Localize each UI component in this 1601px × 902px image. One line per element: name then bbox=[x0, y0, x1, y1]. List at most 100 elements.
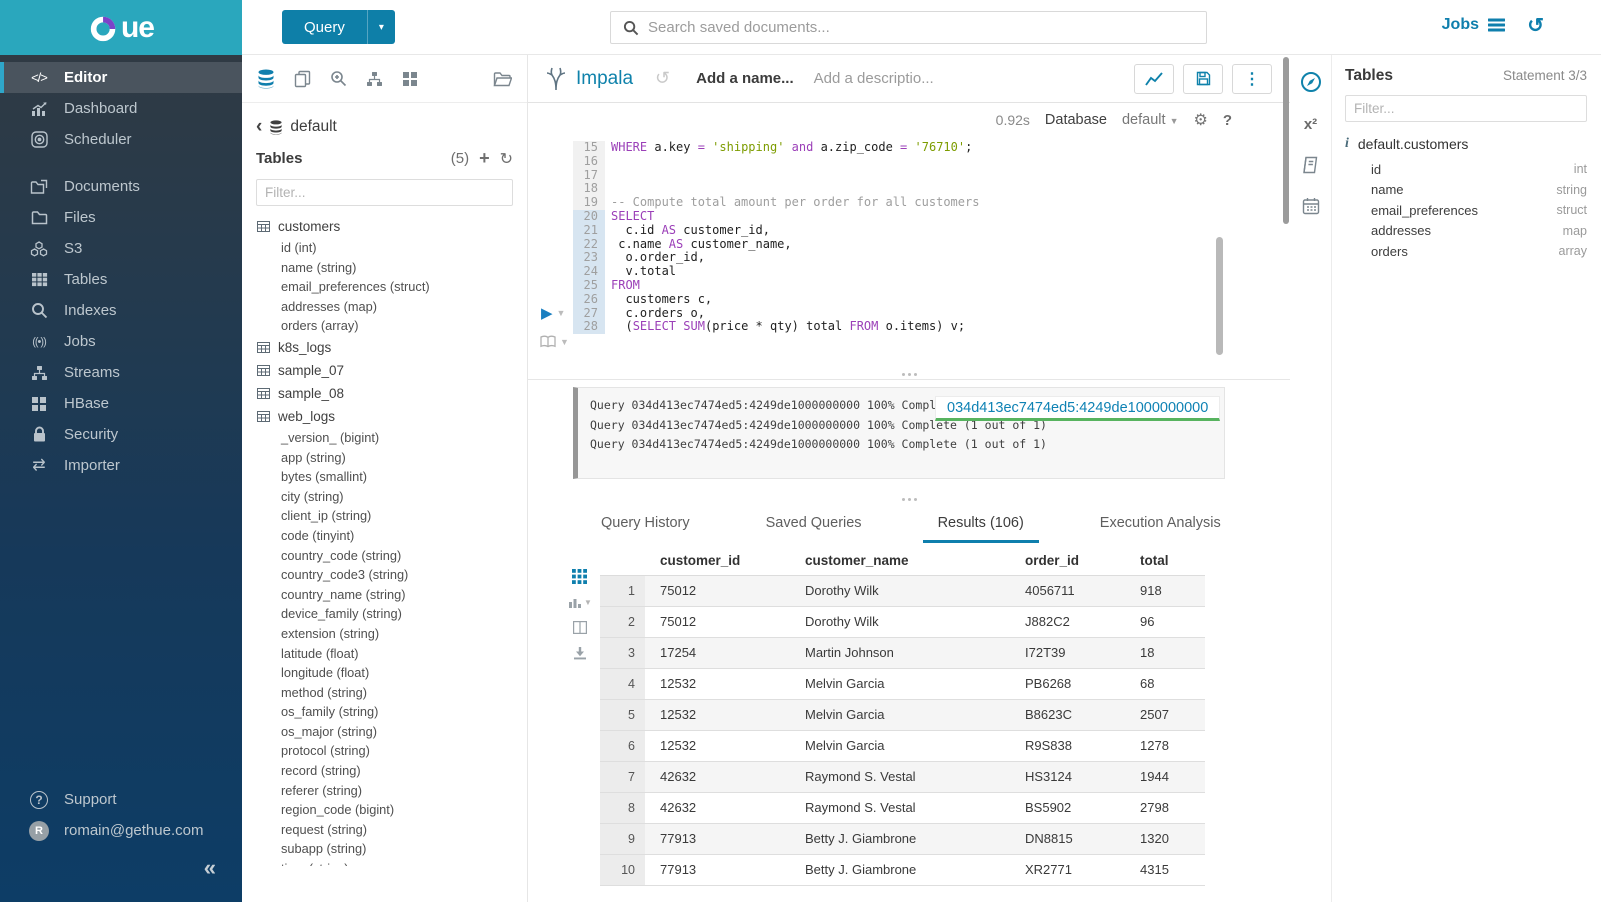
query-id-link[interactable]: 034d413ec7474ed5:4249de1000000000 bbox=[935, 396, 1220, 421]
sidebar-item-support[interactable]: ? Support bbox=[0, 784, 242, 815]
resize-handle[interactable] bbox=[528, 373, 1290, 376]
results-column-header[interactable]: order_id bbox=[1010, 547, 1125, 575]
more-actions-button[interactable]: ⋮ bbox=[1232, 64, 1272, 94]
tree-column[interactable]: _version_ (bigint) bbox=[242, 428, 527, 448]
tree-column[interactable]: addresses (map) bbox=[242, 297, 527, 317]
query-name-field[interactable]: Add a name... bbox=[696, 70, 794, 87]
tree-column[interactable]: os_major (string) bbox=[242, 722, 527, 742]
tree-column[interactable]: email_preferences (struct) bbox=[242, 277, 527, 297]
assist-column[interactable]: email_preferencesstruct bbox=[1345, 200, 1587, 221]
help-icon[interactable]: ? bbox=[1223, 112, 1232, 129]
tree-column[interactable]: country_code3 (string) bbox=[242, 565, 527, 585]
hue-logo[interactable]: ue bbox=[0, 0, 242, 55]
tab-execution-analysis[interactable]: Execution Analysis bbox=[1085, 507, 1236, 543]
tree-column[interactable]: client_ip (string) bbox=[242, 506, 527, 526]
tree-column[interactable]: code (tinyint) bbox=[242, 526, 527, 546]
apps-grid-icon[interactable] bbox=[402, 71, 418, 87]
save-button[interactable] bbox=[1183, 64, 1223, 94]
tree-column[interactable]: protocol (string) bbox=[242, 741, 527, 761]
execute-button[interactable]: ▶ ▼ bbox=[541, 304, 565, 322]
tree-table[interactable]: k8s_logs bbox=[242, 336, 527, 359]
new-query-button[interactable]: Query ▾ bbox=[282, 10, 395, 44]
sitemap-source-icon[interactable] bbox=[366, 71, 383, 87]
sidebar-item-documents[interactable]: Documents bbox=[0, 171, 242, 202]
sidebar-item-files[interactable]: Files bbox=[0, 202, 242, 233]
presentation-mode-button[interactable]: ▼ bbox=[540, 335, 569, 348]
columns-view-icon[interactable] bbox=[573, 621, 587, 634]
tree-column[interactable]: referer (string) bbox=[242, 781, 527, 801]
tree-column[interactable]: method (string) bbox=[242, 683, 527, 703]
table-filter-input[interactable] bbox=[256, 179, 513, 206]
tree-column[interactable]: country_name (string) bbox=[242, 585, 527, 605]
download-icon[interactable] bbox=[573, 646, 587, 660]
undo-history-icon[interactable]: ↺ bbox=[655, 68, 670, 89]
tree-column[interactable]: country_code (string) bbox=[242, 546, 527, 566]
tree-column[interactable]: device_family (string) bbox=[242, 604, 527, 624]
functions-icon[interactable]: x² bbox=[1304, 116, 1317, 133]
back-chevron-icon[interactable]: ‹ bbox=[256, 119, 262, 134]
sidebar-item-jobs[interactable]: ((•)) Jobs bbox=[0, 326, 242, 357]
sidebar-item-dashboard[interactable]: Dashboard bbox=[0, 93, 242, 124]
sidebar-item-s3[interactable]: S3 bbox=[0, 233, 242, 264]
query-dropdown-caret[interactable]: ▾ bbox=[368, 10, 395, 44]
sidebar-item-streams[interactable]: Streams bbox=[0, 357, 242, 388]
tree-table[interactable]: customers bbox=[242, 215, 527, 238]
sidebar-item-hbase[interactable]: HBase bbox=[0, 388, 242, 419]
settings-gear-icon[interactable]: ⚙ bbox=[1193, 110, 1207, 130]
add-table-icon[interactable]: + bbox=[479, 148, 490, 169]
tree-table[interactable]: sample_07 bbox=[242, 359, 527, 382]
language-reference-icon[interactable] bbox=[1302, 156, 1319, 174]
sidebar-item-editor[interactable]: </> Editor bbox=[0, 62, 242, 93]
tree-column[interactable]: region_code (bigint) bbox=[242, 800, 527, 820]
sidebar-collapse-button[interactable]: « bbox=[0, 846, 242, 890]
tree-table[interactable]: sample_08 bbox=[242, 382, 527, 405]
resize-handle[interactable] bbox=[528, 498, 1290, 501]
results-column-header[interactable]: customer_id bbox=[645, 547, 790, 575]
sidebar-item-scheduler[interactable]: Scheduler bbox=[0, 124, 242, 155]
tree-column[interactable]: subapp (string) bbox=[242, 839, 527, 859]
tree-column[interactable]: id (int) bbox=[242, 238, 527, 258]
tab-query-history[interactable]: Query History bbox=[586, 507, 705, 543]
chart-button[interactable] bbox=[1134, 64, 1174, 94]
results-column-header[interactable]: customer_name bbox=[790, 547, 1010, 575]
tree-column[interactable]: record (string) bbox=[242, 761, 527, 781]
tab-results[interactable]: Results (106) bbox=[923, 507, 1039, 543]
sidebar-item-importer[interactable]: ⇄ Importer bbox=[0, 450, 242, 481]
results-column-header[interactable]: total bbox=[1125, 547, 1205, 575]
search-input[interactable] bbox=[648, 19, 1206, 36]
tree-column[interactable]: orders (array) bbox=[242, 316, 527, 336]
open-folder-icon[interactable] bbox=[493, 71, 512, 87]
tree-column[interactable]: request (string) bbox=[242, 820, 527, 840]
database-select[interactable]: default ▼ bbox=[1122, 112, 1179, 128]
tree-column[interactable]: os_family (string) bbox=[242, 702, 527, 722]
sidebar-item-user[interactable]: R romain@gethue.com bbox=[0, 815, 242, 846]
tree-table[interactable]: web_logs bbox=[242, 405, 527, 428]
jobs-link[interactable]: Jobs bbox=[1442, 16, 1505, 34]
assist-column[interactable]: addressesmap bbox=[1345, 221, 1587, 242]
zoom-plus-icon[interactable] bbox=[330, 70, 347, 87]
tree-column[interactable]: app (string) bbox=[242, 448, 527, 468]
tree-column[interactable]: latitude (float) bbox=[242, 644, 527, 664]
tree-column[interactable]: extension (string) bbox=[242, 624, 527, 644]
tree-column[interactable]: name (string) bbox=[242, 258, 527, 278]
tree-column[interactable]: bytes (smallint) bbox=[242, 467, 527, 487]
refresh-icon[interactable]: ↻ bbox=[500, 149, 513, 169]
sql-editor[interactable]: 15WHERE a.key = 'shipping' and a.zip_cod… bbox=[573, 141, 1225, 334]
query-description-field[interactable]: Add a descriptio... bbox=[814, 70, 934, 87]
assistant-compass-icon[interactable] bbox=[1300, 71, 1322, 93]
editor-scrollbar[interactable] bbox=[1216, 237, 1223, 355]
documents-source-icon[interactable] bbox=[294, 70, 311, 88]
active-table-row[interactable]: i default.customers bbox=[1345, 136, 1587, 152]
sidebar-item-indexes[interactable]: Indexes bbox=[0, 295, 242, 326]
chart-view-icon[interactable]: ▼ bbox=[568, 596, 592, 609]
tree-column[interactable]: longitude (float) bbox=[242, 663, 527, 683]
sidebar-item-tables[interactable]: Tables bbox=[0, 264, 242, 295]
database-name[interactable]: default bbox=[290, 118, 337, 136]
assist-column[interactable]: idint bbox=[1345, 159, 1587, 180]
tree-column[interactable]: time (string) bbox=[242, 859, 527, 866]
schedule-calendar-icon[interactable] bbox=[1302, 197, 1320, 215]
sql-source-icon[interactable] bbox=[257, 69, 275, 89]
assist-column[interactable]: ordersarray bbox=[1345, 241, 1587, 262]
tree-column[interactable]: city (string) bbox=[242, 487, 527, 507]
right-filter-input[interactable] bbox=[1345, 95, 1587, 122]
